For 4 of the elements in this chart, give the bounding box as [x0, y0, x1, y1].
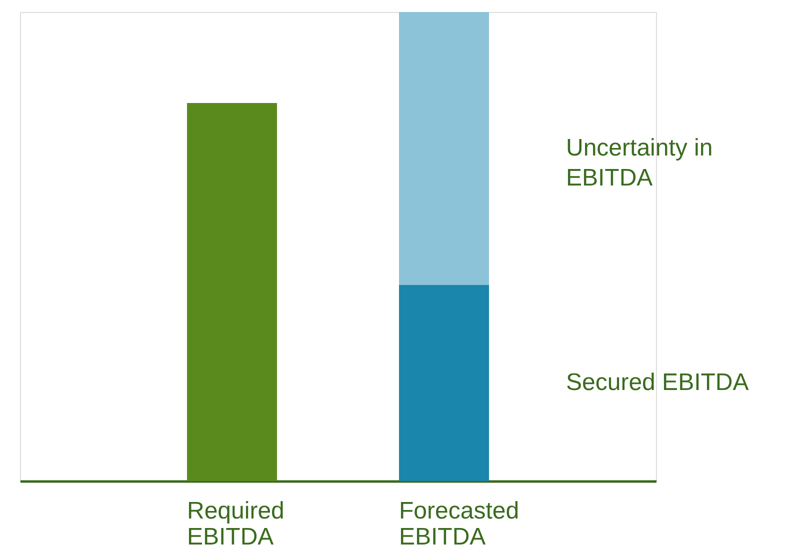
x-tick-label: Forecasted EBITDA: [399, 498, 520, 550]
text: Uncertainty in EBITDA: [566, 134, 713, 192]
x-tick-label: Required EBITDA: [187, 498, 284, 550]
text: Secured EBITDA: [566, 368, 749, 396]
